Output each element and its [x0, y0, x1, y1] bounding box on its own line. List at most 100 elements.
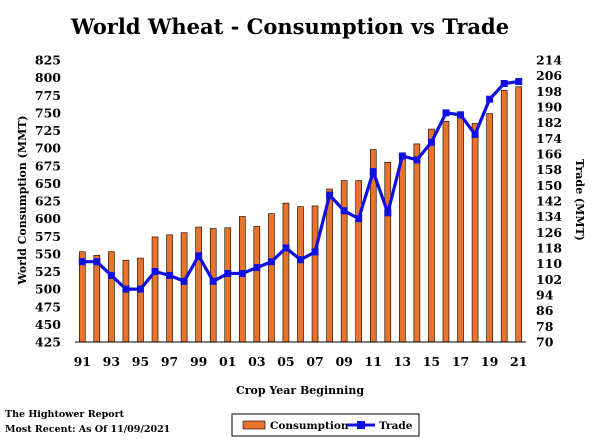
- right-tick-label: 190: [536, 100, 562, 115]
- trade-point-2015: [427, 138, 435, 146]
- consumption-bar-1996: [151, 236, 159, 343]
- chart-title: World Wheat - Consumption vs Trade: [70, 14, 509, 39]
- consumption-bar-2002: [239, 216, 246, 343]
- legend-label-consumption: Consumption: [270, 420, 349, 432]
- trade-line-layer: [78, 78, 523, 293]
- left-tick-label: 650: [35, 176, 61, 191]
- consumption-bar-2009: [340, 180, 348, 343]
- consumption-bar-2015: [428, 128, 435, 343]
- left-tick-label: 575: [35, 229, 61, 244]
- left-tick-label: 550: [35, 246, 61, 261]
- trade-point-2004: [267, 258, 275, 266]
- x-tick-label: 05: [277, 354, 294, 369]
- trade-point-1992: [93, 258, 101, 266]
- consumption-bar-2016: [442, 121, 450, 343]
- x-tick-label: 97: [161, 354, 178, 369]
- trade-point-1998: [180, 277, 188, 285]
- x-tick-label: 99: [190, 354, 207, 369]
- x-tick-label: 95: [132, 354, 149, 369]
- date-note: Most Recent: As Of 11/09/2021: [5, 424, 170, 435]
- consumption-bar-2013: [399, 155, 406, 343]
- consumption-bar-2008: [326, 188, 333, 343]
- x-tick-label: 17: [452, 354, 469, 369]
- right-tick-label: 150: [536, 178, 562, 193]
- right-tick-label: 134: [536, 209, 562, 224]
- consumption-bar-2001: [224, 227, 232, 343]
- trade-point-2018: [471, 130, 479, 138]
- trade-point-2007: [311, 248, 319, 256]
- right-tick-label: 118: [536, 241, 562, 256]
- consumption-bar-1999: [195, 226, 202, 343]
- trade-point-2012: [384, 209, 392, 217]
- consumption-bar-1993: [108, 251, 115, 343]
- right-tick-label: 182: [536, 115, 562, 130]
- consumption-bar-2003: [253, 226, 261, 343]
- right-tick-label: 198: [536, 84, 562, 99]
- trade-point-2011: [369, 168, 377, 176]
- trade-point-2010: [355, 215, 363, 223]
- x-tick-label: 01: [219, 354, 236, 369]
- right-tick-label: 94: [536, 288, 554, 303]
- left-tick-label: 700: [35, 141, 61, 156]
- x-tick-label: 13: [394, 354, 411, 369]
- consumption-bar-2021: [515, 86, 523, 343]
- x-tick-label: 03: [248, 354, 265, 369]
- x-tick-label: 91: [74, 354, 91, 369]
- legend-marker-trade: [357, 421, 365, 429]
- right-tick-label: 102: [536, 272, 562, 287]
- trade-point-2016: [442, 109, 450, 117]
- trade-point-2002: [238, 269, 246, 277]
- consumption-bar-2007: [311, 205, 319, 343]
- x-tick-label: 15: [423, 354, 440, 369]
- x-tick-label: 93: [103, 354, 120, 369]
- x-tick-label: 19: [481, 354, 498, 369]
- left-tick-label: 675: [35, 158, 61, 173]
- trade-point-2013: [398, 152, 406, 160]
- consumption-bar-2006: [297, 206, 304, 343]
- y-axis-right-label: Trade (MMT): [573, 159, 586, 241]
- trade-point-2020: [500, 80, 508, 87]
- x-axis-ticks: 91 93 95 97 99 01 03 05 07 09 11 13 15 17 19 21: [74, 354, 528, 369]
- trade-point-2008: [326, 191, 334, 199]
- x-tick-label: 21: [510, 354, 527, 369]
- right-tick-label: 142: [536, 194, 562, 209]
- x-tick-label: 11: [365, 354, 382, 369]
- y-axis-left-label: World Consumption (MMT): [16, 115, 29, 285]
- trade-point-2014: [413, 156, 421, 164]
- right-axis-ticks: 7078869410211011812613414215015816617418…: [536, 53, 562, 350]
- x-axis-label: Crop Year Beginning: [236, 384, 364, 397]
- left-tick-label: 475: [35, 299, 61, 314]
- right-tick-label: 70: [536, 335, 554, 350]
- trade-point-2000: [209, 277, 217, 285]
- source-note: The Hightower Report: [5, 409, 125, 420]
- consumption-bar-2017: [457, 117, 464, 343]
- trade-point-2009: [340, 207, 348, 215]
- left-tick-label: 775: [35, 88, 61, 103]
- right-tick-label: 110: [536, 256, 562, 271]
- right-tick-label: 158: [536, 162, 562, 177]
- trade-point-2006: [297, 256, 304, 264]
- consumption-bar-2018: [471, 123, 479, 343]
- left-tick-label: 500: [35, 282, 61, 297]
- left-tick-label: 525: [35, 264, 61, 279]
- consumption-bar-1995: [137, 257, 144, 343]
- consumption-bar-1997: [166, 234, 173, 343]
- trade-point-1994: [122, 285, 130, 293]
- trade-point-1991: [78, 258, 86, 266]
- trade-point-1996: [151, 268, 159, 275]
- consumption-bar-2019: [486, 113, 493, 343]
- consumption-bar-2012: [384, 161, 392, 343]
- trade-point-2019: [486, 95, 494, 103]
- left-tick-label: 425: [35, 335, 61, 350]
- consumption-bar-1998: [180, 232, 188, 343]
- trade-point-1999: [195, 252, 203, 260]
- left-tick-label: 725: [35, 123, 61, 138]
- left-tick-label: 600: [35, 211, 61, 226]
- left-tick-label: 825: [35, 53, 61, 68]
- left-tick-label: 800: [35, 70, 61, 85]
- consumption-bar-1994: [122, 259, 130, 343]
- consumption-bar-1992: [93, 254, 101, 343]
- consumption-bar-2020: [500, 90, 508, 343]
- right-tick-label: 214: [536, 53, 562, 68]
